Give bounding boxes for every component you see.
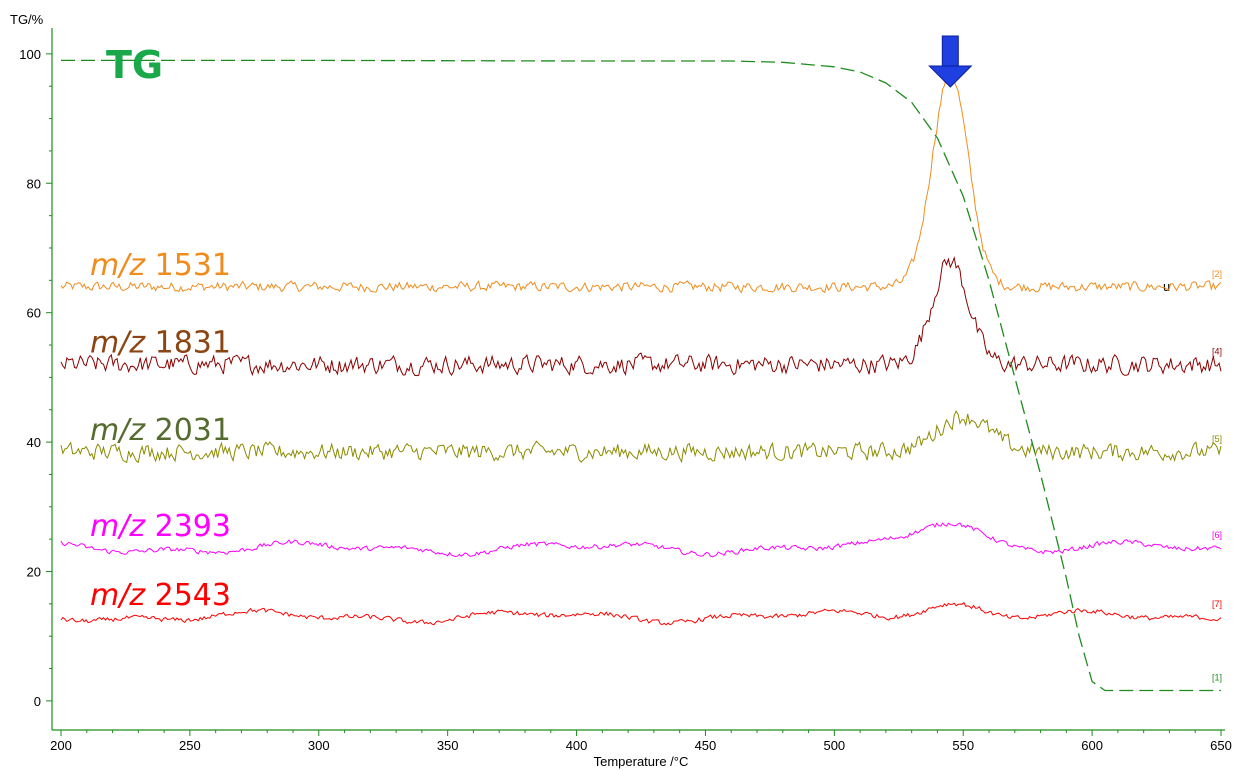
curve-number: [5] xyxy=(1212,434,1222,444)
x-tick-label: 200 xyxy=(50,738,72,753)
y-tick-label: 20 xyxy=(27,564,41,579)
series-label-2393: m/z 2393 xyxy=(90,509,231,544)
curve-number: [6] xyxy=(1212,530,1222,540)
x-tick-label: 350 xyxy=(437,738,459,753)
series-label-2543: m/z 2543 xyxy=(90,578,231,613)
peak-arrow-icon xyxy=(928,35,973,88)
x-tick-label: 550 xyxy=(952,738,974,753)
tg-curve xyxy=(61,59,1221,692)
x-tick-label: 650 xyxy=(1210,738,1232,753)
series-label-1831: m/z 1831 xyxy=(90,325,231,360)
ms-curve-1531 xyxy=(60,73,1222,294)
y-tick-label: 100 xyxy=(19,47,41,62)
tg-series-label: TG xyxy=(106,43,163,87)
ms-curve-2393 xyxy=(60,522,1222,558)
ms-curve-2031 xyxy=(60,410,1222,464)
x-tick-label: 600 xyxy=(1081,738,1103,753)
ms-curve-1831 xyxy=(60,255,1222,377)
y-tick-label: 60 xyxy=(27,306,41,321)
x-axis-title: Temperature /°C xyxy=(594,754,689,769)
curve-number: [7] xyxy=(1212,599,1222,609)
y-tick-label: 0 xyxy=(34,694,41,709)
ms-curve-2543 xyxy=(60,602,1222,626)
x-tick-label: 300 xyxy=(308,738,330,753)
x-tick-label: 250 xyxy=(179,738,201,753)
curve-number: [4] xyxy=(1212,346,1222,356)
series-label-1531: m/z 1531 xyxy=(90,248,231,283)
x-tick-label: 450 xyxy=(695,738,717,753)
y-axis-title: TG/% xyxy=(10,12,44,27)
curve-number: [2] xyxy=(1212,269,1222,279)
y-tick-label: 40 xyxy=(27,435,41,450)
x-tick-label: 400 xyxy=(566,738,588,753)
x-tick-label: 500 xyxy=(823,738,845,753)
stray-mark: u xyxy=(1163,279,1170,294)
series-label-2031: m/z 2031 xyxy=(90,413,231,448)
curve-number: [1] xyxy=(1212,673,1222,683)
y-tick-label: 80 xyxy=(27,176,41,191)
